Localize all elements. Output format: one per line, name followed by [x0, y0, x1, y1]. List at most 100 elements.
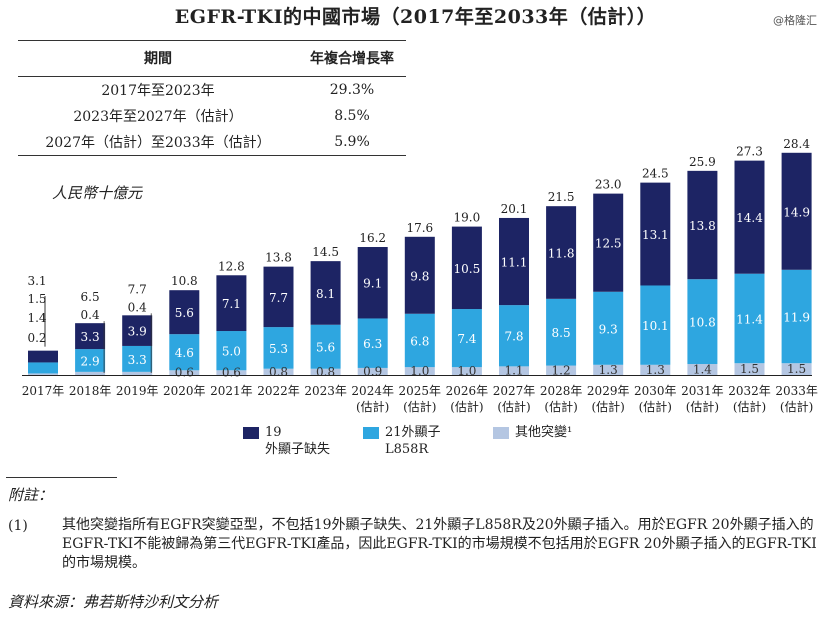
bar-segment — [122, 345, 153, 372]
bar-segment — [404, 367, 435, 375]
bar-value-label: 11.8 — [548, 247, 575, 261]
bar-total-label: 13.8 — [265, 251, 292, 265]
bar-segment — [687, 170, 718, 280]
bar-segment — [169, 290, 200, 335]
legend-swatch-exon19 — [243, 427, 259, 439]
bar-total-label: 21.5 — [548, 190, 575, 204]
bar-segment — [640, 285, 671, 365]
bar-value-label: 10.1 — [642, 319, 669, 333]
legend-label-l858r: 21外顯子 L858R — [385, 425, 441, 457]
watermark: @格隆汇 — [773, 14, 817, 27]
bar-value-label: 1.4 — [27, 311, 46, 325]
bar-total-label: 24.5 — [642, 167, 669, 181]
bar-value-label: 5.6 — [316, 341, 335, 355]
bar-value-label: 1.3 — [646, 363, 665, 377]
bar-value-label: 13.1 — [642, 228, 669, 242]
bar-segment — [734, 273, 765, 364]
bar-value-label: 9.3 — [599, 322, 618, 336]
x-tick-label: 2025年 — [399, 384, 442, 398]
bar-segment — [404, 236, 435, 314]
legend-label-other: 其他突變¹ — [515, 425, 573, 440]
x-tick-label: 2030年 — [634, 384, 677, 398]
notes-separator — [6, 477, 117, 478]
bar-value-label: 0.2 — [27, 331, 46, 345]
bar-segment — [451, 309, 482, 368]
cagr-table: 期間 年複合增長率 2017年至2023年 29.3% 2023年至2027年（… — [18, 40, 406, 156]
bar-value-label: 11.1 — [501, 256, 528, 270]
bar-value-label: 1.5 — [740, 362, 759, 376]
bar-value-label: 1.1 — [504, 364, 523, 378]
bar-segment — [75, 371, 106, 375]
note-number: (1) — [8, 518, 28, 534]
bar-segment — [499, 305, 529, 367]
bar-segment — [310, 324, 341, 369]
bar-total-label: 27.3 — [736, 145, 763, 159]
bar-segment — [169, 370, 200, 375]
x-tick-label: 2033年 — [775, 384, 818, 398]
x-tick-label: (估計) — [780, 399, 813, 414]
bar-segment — [28, 362, 58, 374]
bar-value-label: 5.3 — [269, 342, 288, 356]
bar-segment — [734, 160, 765, 274]
x-tick-label: 2023年 — [304, 384, 347, 398]
x-tick-label: (估計) — [497, 399, 530, 414]
bar-value-label: 7.1 — [222, 297, 241, 311]
bar-value-label: 8.1 — [316, 287, 335, 301]
bar-value-label: 0.8 — [316, 365, 335, 379]
bar-segment — [263, 266, 294, 328]
bar-segment — [546, 206, 577, 299]
note-text: 其他突變指所有EGFR突變亞型，不包括19外顯子缺失、21外顯子L858R及20… — [62, 517, 817, 571]
bar-value-label: 6.3 — [363, 337, 382, 351]
bar-segment — [122, 315, 153, 346]
x-tick-label: 2024年 — [351, 384, 394, 398]
bar-value-label: 6.8 — [410, 334, 429, 348]
bar-segment — [640, 364, 671, 375]
x-tick-label: 2021年 — [210, 384, 253, 398]
bar-value-label: 9.1 — [363, 277, 382, 291]
x-tick-label: (估計) — [403, 399, 436, 414]
bar-segment — [404, 313, 435, 368]
cagr-header-rate: 年複合增長率 — [298, 40, 406, 77]
x-tick-label: (估計) — [733, 399, 766, 414]
bar-value-label: 10.8 — [689, 316, 716, 330]
bar-segment — [451, 226, 482, 310]
x-tick-label: (估計) — [450, 399, 483, 414]
bar-value-label: 5.6 — [175, 306, 194, 320]
x-tick-label: 2022年 — [257, 384, 300, 398]
bar-segment — [357, 367, 388, 375]
legend-label-exon19: 19 外顯子缺失 — [265, 425, 331, 457]
bar-total-label: 12.8 — [218, 259, 245, 273]
bar-value-label: 7.7 — [269, 291, 288, 305]
bar-segment — [75, 323, 106, 350]
bar-segment — [781, 269, 812, 364]
bar-segment — [216, 275, 247, 332]
notes-heading: 附註： — [8, 486, 54, 504]
chart-title: EGFR-TKI的中國市場（2017年至2033年（估計）） — [174, 6, 657, 28]
x-tick-label: (估計) — [544, 399, 577, 414]
bar-segment — [687, 279, 718, 365]
bar-segment — [593, 364, 624, 375]
x-tick-label: 2020年 — [163, 384, 206, 398]
bar-segment — [28, 373, 58, 375]
bar-segment — [28, 350, 58, 363]
bar-segment — [499, 217, 529, 306]
bar-segment — [499, 366, 529, 375]
cagr-value: 29.3% — [329, 82, 375, 98]
unit-label: 人民幣十億元 — [52, 184, 143, 202]
x-tick-label: (估計) — [356, 399, 389, 414]
table-row: 2023年至2027年（估計） 8.5% — [18, 103, 406, 129]
bar-value-label: 3.3 — [81, 330, 100, 344]
bar-value-label: 11.9 — [783, 311, 810, 325]
bar-total-label: 25.9 — [689, 155, 716, 169]
legend-swatch-other — [493, 427, 509, 439]
bar-segment — [546, 298, 577, 366]
bar-value-label: 1.2 — [552, 363, 571, 377]
bar-segment — [593, 291, 624, 365]
bar-segment — [263, 368, 294, 375]
stacked-bar-chart: 0.2 1.4 1.5 3.1 2017年 0.4 6.5 2.9 3.3 2018年 0.4 7.7… — [22, 137, 818, 414]
bar-segment — [781, 152, 812, 270]
bar-total-label: 19.0 — [454, 211, 481, 225]
bar-segment — [451, 367, 482, 375]
bar-value-label: 1.5 — [787, 362, 806, 376]
bar-value-label: 14.4 — [736, 211, 763, 225]
